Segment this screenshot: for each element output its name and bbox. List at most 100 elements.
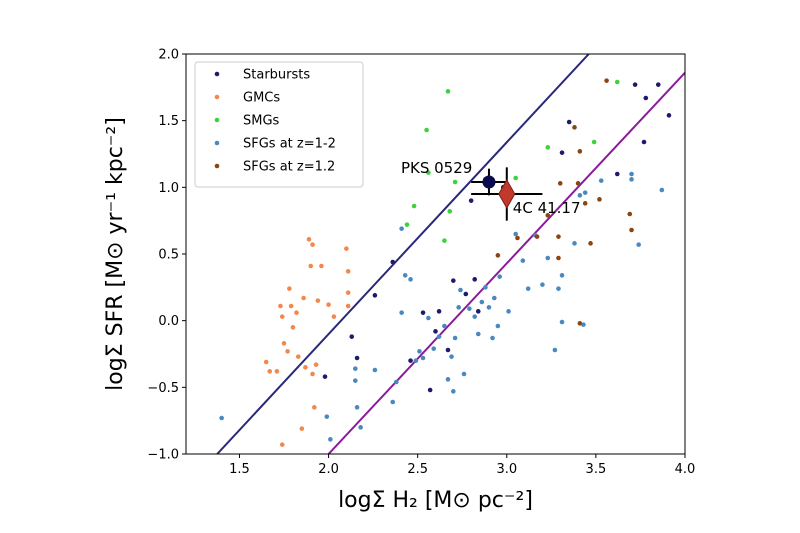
data-point-series-4 [559, 319, 565, 325]
data-point-series-4 [449, 354, 454, 359]
axis-ticks: 1.5 2.0 2.5 3.0 3.5 4.0 −1.0 −0.5 0.0 0.5 1.0 1.5 2.… [147, 48, 695, 478]
data-point-series-4 [408, 277, 413, 282]
data-point-series-4 [353, 378, 358, 383]
data-point-series-3 [452, 179, 458, 185]
data-point-series-4 [472, 314, 478, 319]
data-point-series-4 [353, 366, 358, 371]
data-point-series-4 [577, 193, 583, 198]
data-point-series-4 [467, 306, 472, 311]
data-point-series-4 [520, 258, 526, 263]
y-tick-label: 2.0 [158, 48, 179, 63]
x-tick-label: 3.0 [496, 462, 517, 477]
data-point-series-1 [632, 82, 638, 87]
x-tick-label: 1.5 [229, 462, 250, 477]
data-point-series-3 [426, 170, 431, 175]
data-point-series-3 [424, 127, 429, 133]
data-point-series-2 [303, 365, 308, 370]
y-tick-label: 1.0 [158, 181, 179, 196]
data-point-series-4 [442, 323, 447, 329]
data-point-series-1 [468, 198, 474, 203]
data-point-series-4 [497, 274, 502, 279]
data-point-series-1 [451, 278, 456, 283]
data-point-series-5 [557, 181, 563, 186]
data-point-series-4 [372, 367, 378, 373]
source-marker [482, 175, 496, 189]
data-point-series-1 [559, 150, 565, 155]
data-point-series-5 [582, 201, 588, 206]
data-point-series-4 [545, 255, 551, 261]
data-point-series-5 [597, 197, 602, 202]
source-2: 4C 41.17 [471, 167, 581, 221]
data-point-series-2 [279, 314, 285, 319]
data-point-series-2 [326, 302, 331, 307]
data-point-series-4 [420, 355, 426, 361]
data-point-series-3 [513, 175, 518, 181]
data-point-series-2 [287, 286, 292, 291]
data-point-series-1 [349, 334, 355, 339]
data-point-series-4 [399, 226, 404, 231]
data-point-series-4 [540, 282, 545, 287]
data-point-series-4 [582, 190, 588, 195]
legend-label: SMGs [243, 114, 280, 129]
data-point-series-2 [310, 371, 315, 377]
data-point-series-5 [556, 255, 561, 261]
data-point-series-3 [442, 238, 447, 243]
data-point-series-3 [404, 222, 410, 227]
data-point-series-3 [447, 209, 453, 214]
data-point-series-4 [513, 231, 518, 237]
data-point-series-3 [545, 145, 551, 150]
legend-label: SFGs at z=1.2 [243, 160, 335, 175]
legend-label: Starbursts [243, 68, 310, 83]
legend-swatch [214, 71, 220, 77]
data-point-series-2 [306, 237, 312, 242]
data-point-series-4 [390, 399, 396, 405]
fit-line-2 [327, 71, 685, 454]
data-point-series-2 [290, 325, 296, 330]
source-label: 4C 41.17 [513, 199, 581, 217]
data-point-series-4 [572, 241, 577, 246]
highlighted-sources: PKS 0529 4C 41.17 [401, 159, 581, 221]
data-point-series-4 [328, 437, 333, 442]
data-point-series-5 [572, 125, 577, 130]
data-point-series-5 [577, 149, 583, 154]
data-point-series-2 [310, 242, 315, 247]
data-point-series-1 [614, 171, 620, 177]
data-point-series-4 [629, 177, 634, 182]
data-point-series-1 [643, 95, 649, 101]
legend: Starbursts GMCs SMGs SFGs at z=1-2 SFGs at z… [194, 61, 364, 188]
data-point-series-4 [636, 242, 641, 247]
data-point-series-4 [495, 323, 501, 329]
data-point-series-4 [413, 358, 419, 363]
data-point-series-2 [267, 369, 273, 374]
source-1: PKS 0529 [401, 159, 507, 196]
data-point-series-1 [472, 277, 478, 282]
data-point-series-4 [431, 346, 437, 351]
y-tick-label: 1.5 [158, 114, 179, 129]
data-point-series-2 [263, 359, 269, 365]
data-point-series-4 [556, 286, 561, 291]
data-point-series-2 [345, 269, 351, 274]
data-point-series-2 [312, 405, 317, 410]
data-point-series-4 [456, 305, 461, 310]
data-point-series-1 [436, 309, 442, 314]
data-point-series-1 [408, 358, 413, 363]
data-point-series-5 [629, 227, 634, 233]
data-point-series-2 [294, 310, 299, 315]
data-point-series-4 [461, 371, 467, 377]
data-point-series-1 [420, 310, 426, 315]
data-point-series-4 [219, 415, 224, 421]
data-point-series-1 [433, 329, 438, 334]
data-point-series-5 [515, 235, 520, 241]
y-tick-label: −1.0 [147, 448, 179, 463]
x-tick-label: 4.0 [675, 462, 696, 477]
data-point-series-2 [281, 341, 287, 346]
data-point-series-1 [390, 259, 396, 265]
data-point-series-5 [575, 181, 581, 186]
data-point-series-4 [399, 310, 404, 315]
x-tick-label: 2.0 [318, 462, 339, 477]
data-point-series-4 [483, 285, 488, 290]
data-point-series-2 [301, 295, 306, 301]
data-point-series-2 [308, 263, 314, 269]
data-point-series-5 [588, 241, 593, 246]
